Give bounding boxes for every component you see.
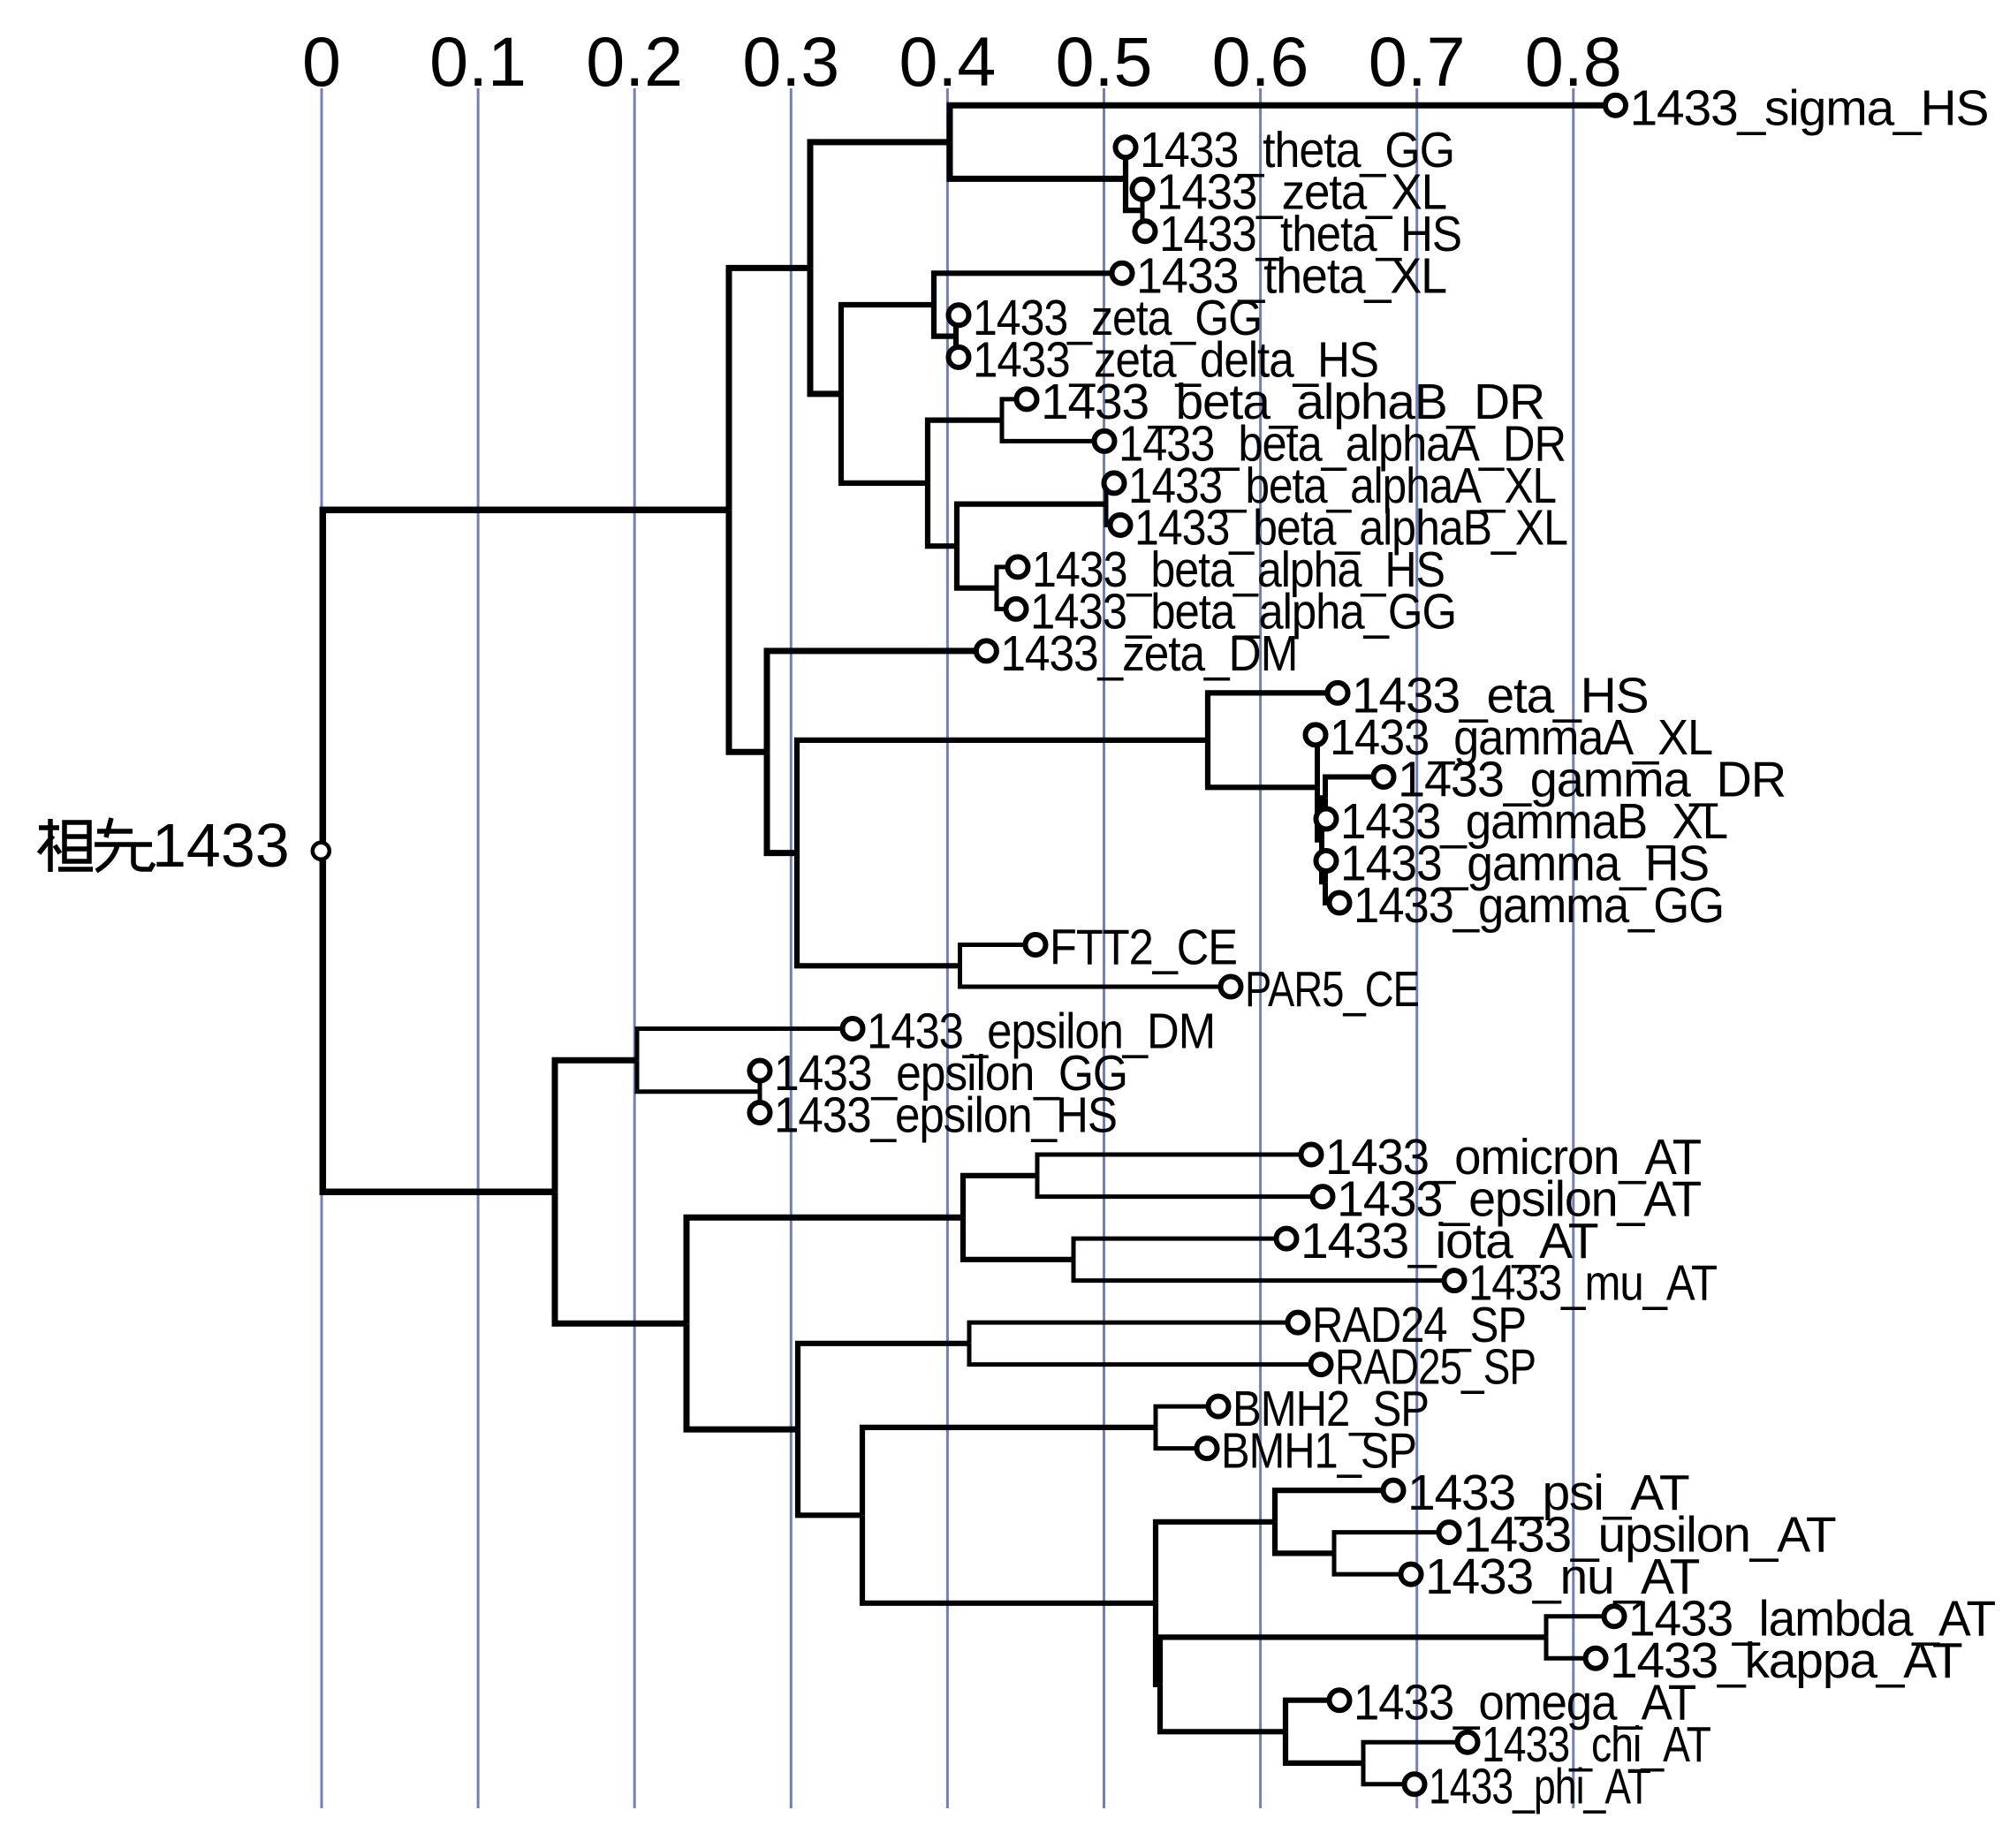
svg-text:1433: 1433: [152, 811, 290, 880]
svg-text:1433_sigma_HS: 1433_sigma_HS: [1630, 80, 1989, 136]
svg-text:1433_phi_AT: 1433_phi_AT: [1429, 1759, 1650, 1815]
svg-text:1433_eta_HS: 1433_eta_HS: [1352, 667, 1648, 723]
svg-text:1433_beta_alpha_GG: 1433_beta_alpha_GG: [1030, 583, 1456, 640]
svg-text:0.2: 0.2: [586, 22, 683, 101]
svg-text:1433_psi_AT: 1433_psi_AT: [1407, 1465, 1689, 1521]
svg-text:1433_epsilon_HS: 1433_epsilon_HS: [774, 1087, 1117, 1144]
svg-text:RAD24_SP: RAD24_SP: [1312, 1297, 1526, 1353]
svg-text:1433_upsilon_AT: 1433_upsilon_AT: [1463, 1507, 1836, 1564]
svg-text:1433_mu_AT: 1433_mu_AT: [1468, 1255, 1717, 1312]
svg-text:1433_zeta_GG: 1433_zeta_GG: [973, 290, 1262, 346]
svg-text:BMH2_SP: BMH2_SP: [1233, 1381, 1429, 1437]
svg-text:0.3: 0.3: [742, 22, 839, 101]
svg-text:1433_epsilon_GG: 1433_epsilon_GG: [774, 1045, 1127, 1102]
svg-text:0.6: 0.6: [1212, 22, 1309, 101]
svg-text:1433_lambda_AT: 1433_lambda_AT: [1628, 1591, 1995, 1647]
svg-text:0.7: 0.7: [1369, 22, 1466, 101]
svg-text:1433_gamma_GG: 1433_gamma_GG: [1354, 877, 1724, 934]
svg-text:0.5: 0.5: [1056, 22, 1153, 101]
svg-text:1433_beta_alpha_HS: 1433_beta_alpha_HS: [1032, 542, 1445, 598]
svg-text:1433_beta_alphaA_DR: 1433_beta_alphaA_DR: [1119, 415, 1566, 472]
svg-text:1433_chi_AT: 1433_chi_AT: [1482, 1716, 1710, 1773]
svg-text:1433_theta_XL: 1433_theta_XL: [1136, 247, 1446, 304]
svg-text:PAR5_CE: PAR5_CE: [1245, 961, 1419, 1018]
svg-text:1433_omicron_AT: 1433_omicron_AT: [1325, 1129, 1701, 1185]
svg-text:1433_epsilon_AT: 1433_epsilon_AT: [1337, 1171, 1701, 1228]
svg-text:FTT2_CE: FTT2_CE: [1050, 920, 1237, 976]
svg-text:1433_gammaA_XL: 1433_gammaA_XL: [1330, 709, 1712, 766]
svg-text:1433_zeta_delta_HS: 1433_zeta_delta_HS: [973, 331, 1378, 388]
svg-text:1433_epsilon_DM: 1433_epsilon_DM: [867, 1004, 1215, 1060]
svg-text:1433_beta_alphaA_XL: 1433_beta_alphaA_XL: [1128, 458, 1556, 514]
svg-text:RAD25_SP: RAD25_SP: [1335, 1339, 1536, 1396]
svg-text:1433_nu_AT: 1433_nu_AT: [1425, 1549, 1700, 1605]
svg-text:1433_gammaB_XL: 1433_gammaB_XL: [1340, 793, 1727, 850]
svg-text:1433_theta_HS: 1433_theta_HS: [1159, 206, 1461, 262]
svg-text:1433_omega_AT: 1433_omega_AT: [1354, 1675, 1695, 1731]
svg-text:0: 0: [302, 22, 341, 101]
svg-text:1433_theta_GG: 1433_theta_GG: [1140, 122, 1454, 178]
svg-text:0.1: 0.1: [429, 22, 527, 101]
svg-text:1433_gamma_HS: 1433_gamma_HS: [1340, 836, 1709, 892]
svg-text:1433_kappa_AT: 1433_kappa_AT: [1610, 1632, 1962, 1689]
svg-text:0.8: 0.8: [1525, 22, 1622, 101]
svg-text:0.4: 0.4: [899, 22, 996, 101]
svg-text:1433_zeta_DM: 1433_zeta_DM: [1000, 625, 1297, 682]
svg-text:BMH1_SP: BMH1_SP: [1221, 1423, 1416, 1480]
svg-text:1433_beta_alphaB_XL: 1433_beta_alphaB_XL: [1134, 499, 1567, 556]
svg-text:1433_zeta_XL: 1433_zeta_XL: [1157, 163, 1446, 220]
svg-text:1433_iota_AT: 1433_iota_AT: [1301, 1213, 1598, 1269]
svg-text:1433_beta_alphaB_DR: 1433_beta_alphaB_DR: [1041, 374, 1544, 430]
svg-text:1433_gamma_DR: 1433_gamma_DR: [1398, 752, 1786, 808]
